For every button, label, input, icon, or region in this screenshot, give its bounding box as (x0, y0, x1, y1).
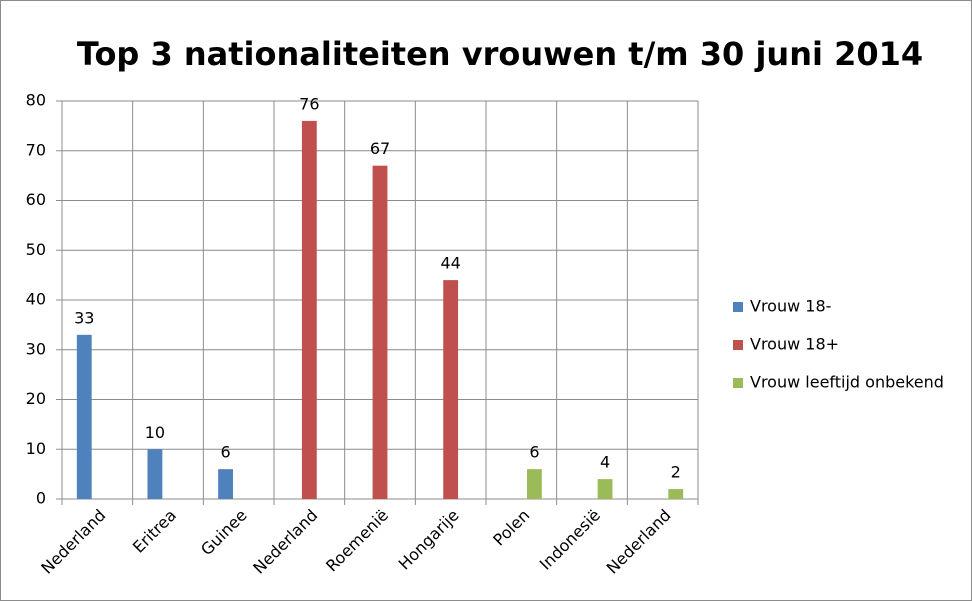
y-tick-label: 20 (26, 389, 46, 408)
data-label: 44 (440, 254, 460, 273)
bar (218, 469, 234, 499)
data-label: 10 (145, 423, 165, 442)
y-tick-label: 40 (26, 290, 46, 309)
bar (597, 479, 613, 499)
bar (76, 334, 92, 499)
chart-title: Top 3 nationaliteiten vrouwen t/m 30 jun… (77, 35, 923, 73)
data-label: 33 (74, 308, 94, 327)
bar (526, 469, 542, 499)
data-label: 6 (529, 443, 539, 462)
y-tick-label: 60 (26, 190, 46, 209)
y-tick-label: 80 (26, 91, 46, 110)
legend-label: Vrouw 18+ (750, 335, 839, 354)
data-label: 2 (671, 463, 681, 482)
bar (668, 489, 684, 499)
bar (443, 280, 459, 499)
data-label: 4 (600, 453, 610, 472)
bar (372, 165, 388, 500)
y-tick-label: 50 (26, 240, 46, 259)
legend-label: Vrouw leeftijd onbekend (750, 373, 944, 392)
y-tick-label: 0 (36, 489, 46, 508)
data-label: 6 (220, 443, 230, 462)
y-tick-label: 10 (26, 439, 46, 458)
bar (301, 120, 317, 500)
legend-swatch (733, 302, 743, 312)
legend-label: Vrouw 18- (750, 297, 831, 316)
y-tick-label: 70 (26, 140, 46, 159)
bar (147, 449, 163, 499)
data-label: 76 (299, 94, 319, 113)
data-label: 67 (370, 139, 390, 158)
legend-swatch (733, 378, 743, 388)
legend-swatch (733, 340, 743, 350)
y-tick-label: 30 (26, 339, 46, 358)
